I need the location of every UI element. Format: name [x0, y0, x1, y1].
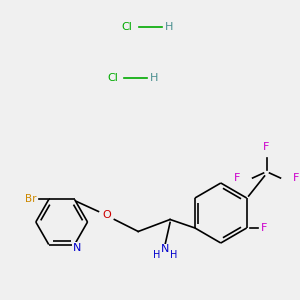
Text: F: F: [261, 223, 268, 233]
Text: Cl: Cl: [122, 22, 133, 32]
Text: Br: Br: [25, 194, 37, 205]
Text: H: H: [165, 22, 173, 32]
Text: F: F: [263, 142, 270, 152]
Text: H: H: [150, 73, 158, 83]
Text: H: H: [170, 250, 178, 260]
Text: N: N: [72, 242, 81, 253]
Text: H: H: [154, 250, 161, 260]
Text: N: N: [161, 244, 169, 254]
Text: F: F: [293, 173, 300, 183]
Text: O: O: [102, 211, 111, 220]
Text: Cl: Cl: [107, 73, 118, 83]
Text: F: F: [233, 173, 240, 183]
